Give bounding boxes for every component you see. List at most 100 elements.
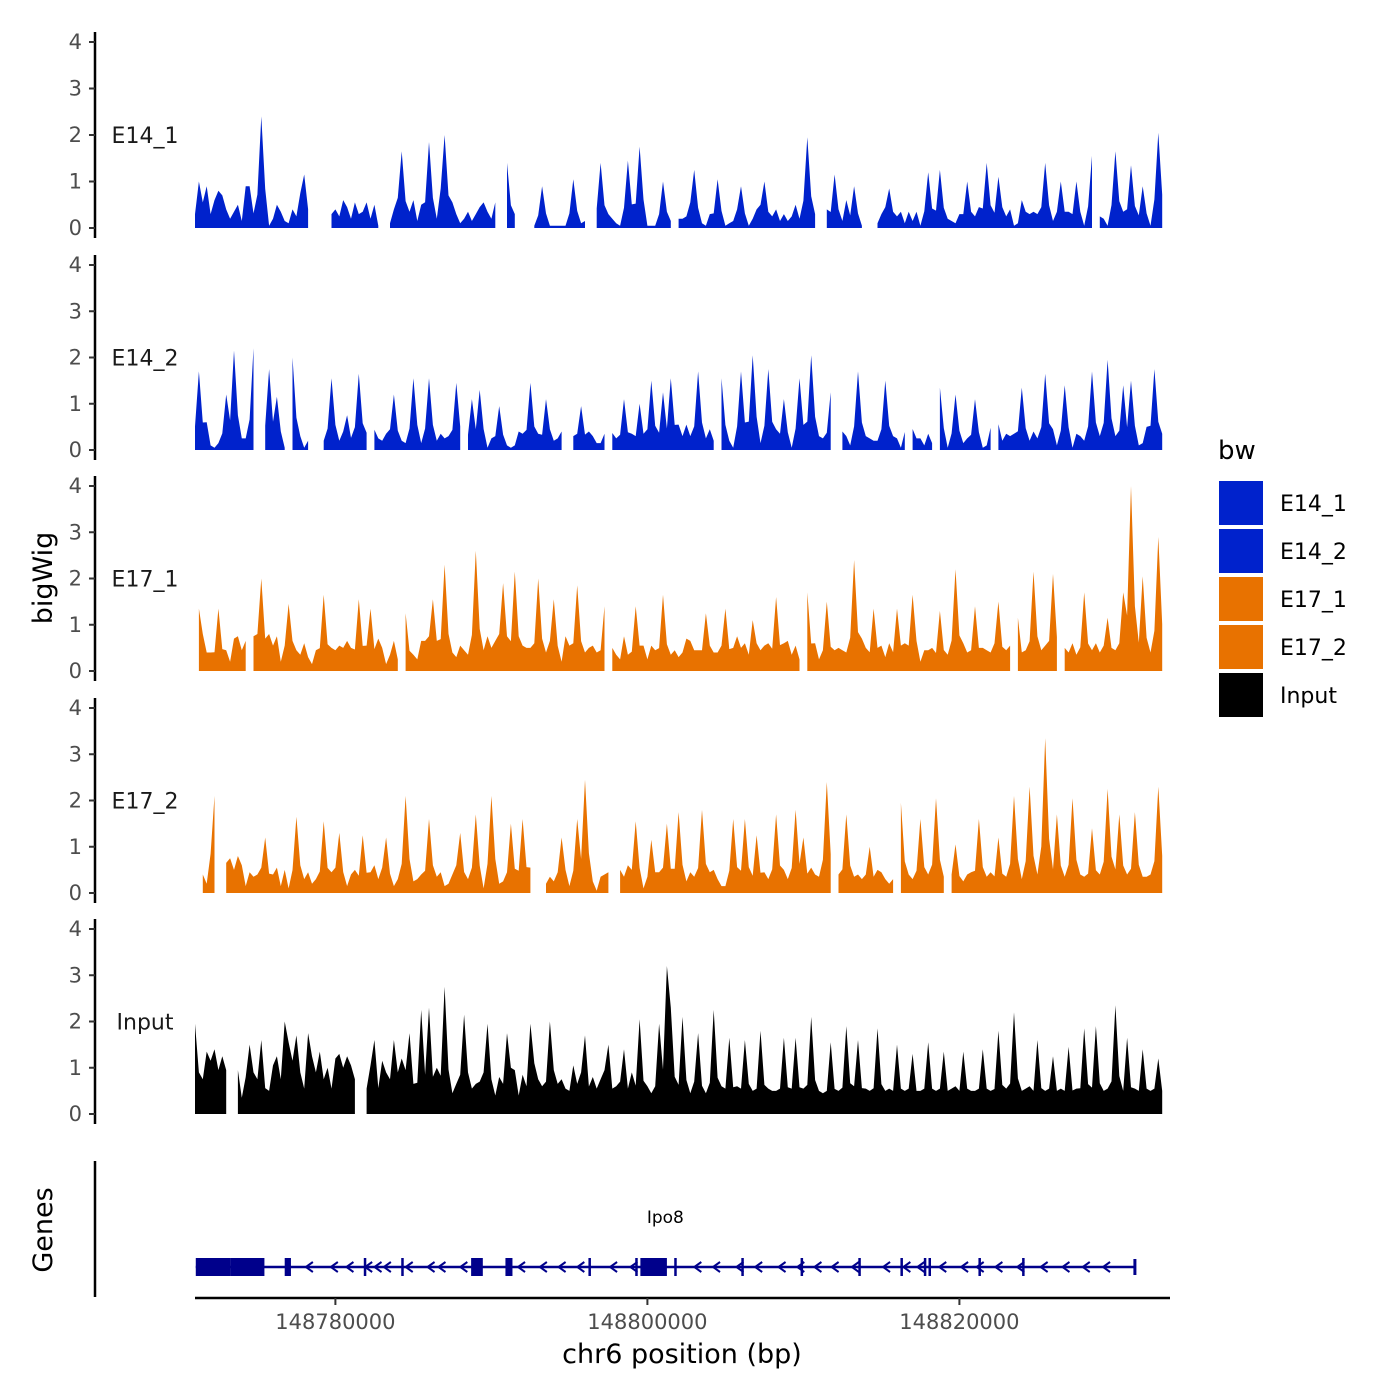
coverage-area xyxy=(507,162,515,228)
track-label: E14_1 xyxy=(112,124,179,149)
coverage-area xyxy=(826,174,862,228)
strand-arrow-icon xyxy=(628,1261,638,1273)
coverage-area xyxy=(721,355,831,450)
legend-swatch xyxy=(1219,577,1263,621)
coverage-area xyxy=(468,382,562,450)
coverage-area xyxy=(331,200,379,228)
gene-name: Ipo8 xyxy=(647,1208,684,1228)
x-tick-label: 148780000 xyxy=(275,1310,395,1334)
strand-arrow-icon xyxy=(363,1261,373,1273)
coverage-area xyxy=(573,406,605,450)
y-tick-label: 0 xyxy=(69,1102,82,1126)
legend: bw E14_1 E14_2 E17_1 E17_2 Input xyxy=(1218,436,1347,717)
y-tick-label: 1 xyxy=(69,1056,82,1080)
strand-arrow-icon xyxy=(850,1261,860,1273)
y-tick-label: 2 xyxy=(69,1010,82,1034)
strand-arrow-icon xyxy=(458,1261,468,1273)
y-tick-label: 0 xyxy=(69,659,82,683)
coverage-area xyxy=(195,348,254,450)
strand-arrow-icon xyxy=(382,1261,392,1273)
y-tick-label: 0 xyxy=(69,881,82,905)
track-e17-2: 0 1 2 3 4 E17_2 xyxy=(69,696,1163,905)
strand-arrow-icon xyxy=(329,1261,339,1273)
legend-title: bw xyxy=(1218,436,1256,466)
strand-arrow-icon xyxy=(1081,1261,1091,1273)
legend-swatch xyxy=(1219,481,1263,525)
gene-exon xyxy=(230,1258,265,1276)
y-tick-label: 1 xyxy=(69,835,82,859)
coverage-area xyxy=(366,966,1163,1114)
y-tick-label: 3 xyxy=(69,77,82,101)
track-label: E17_1 xyxy=(112,568,179,593)
y-tick-label: 3 xyxy=(69,742,82,766)
track-input: 0 1 2 3 4 Input xyxy=(69,917,1163,1126)
track-label: E14_2 xyxy=(112,347,179,372)
y-tick-label: 4 xyxy=(69,917,82,941)
legend-label: E14_1 xyxy=(1280,492,1347,517)
strand-arrow-icon xyxy=(795,1261,805,1273)
strand-arrow-icon xyxy=(425,1261,436,1273)
strand-arrow-icon xyxy=(711,1261,721,1273)
coverage-area xyxy=(620,782,831,893)
coverage-area xyxy=(951,738,1163,893)
strand-arrow-icon xyxy=(1060,1261,1071,1273)
y-tick-label: 1 xyxy=(69,170,82,194)
coverage-area xyxy=(253,578,398,671)
strand-arrow-icon xyxy=(344,1261,355,1273)
y-tick-label: 4 xyxy=(69,30,82,54)
y-tick-label: 3 xyxy=(69,963,82,987)
strand-arrow-icon xyxy=(959,1261,969,1273)
coverage-area xyxy=(807,560,1011,671)
coverage-area xyxy=(265,369,285,450)
track-label: E17_2 xyxy=(112,790,179,815)
y-tick-label: 0 xyxy=(69,216,82,240)
y-tick-label: 0 xyxy=(69,438,82,462)
strand-arrow-icon xyxy=(516,1261,526,1273)
coverage-area xyxy=(292,357,309,450)
coverage-area xyxy=(546,779,609,893)
y-tick-label: 2 xyxy=(69,123,82,147)
coverage-area xyxy=(202,795,215,893)
coverage-area xyxy=(612,371,714,450)
x-tick-label: 148800000 xyxy=(587,1310,707,1334)
strand-arrow-icon xyxy=(1101,1261,1111,1273)
genes-axis-title: Genes xyxy=(28,1187,59,1272)
legend-label: Input xyxy=(1280,684,1337,709)
coverage-area xyxy=(374,378,461,450)
strand-arrow-icon xyxy=(608,1261,618,1273)
y-tick-label: 4 xyxy=(69,253,82,277)
legend-swatch xyxy=(1219,625,1263,669)
coverage-area xyxy=(195,1023,227,1114)
strand-arrow-icon xyxy=(974,1261,985,1273)
coverage-area xyxy=(939,387,991,450)
legend-label: E17_2 xyxy=(1280,636,1347,661)
coverage-area xyxy=(912,429,933,450)
gene-exon xyxy=(640,1258,667,1276)
y-tick-label: 2 xyxy=(69,346,82,370)
strand-arrow-icon xyxy=(575,1261,585,1273)
y-tick-label: 1 xyxy=(69,613,82,637)
legend-label: E17_1 xyxy=(1280,588,1347,613)
track-e17-1: 0 1 2 3 4 E17_1 xyxy=(69,474,1163,683)
coverage-area xyxy=(1099,132,1163,228)
strand-arrow-icon xyxy=(881,1261,891,1273)
legend-swatch xyxy=(1219,673,1263,717)
y-tick-label: 2 xyxy=(69,789,82,813)
y-tick-label: 3 xyxy=(69,520,82,544)
gene-exon xyxy=(195,1258,231,1276)
track-label: Input xyxy=(117,1011,174,1036)
coverage-area xyxy=(198,608,246,671)
strand-arrow-icon xyxy=(937,1261,947,1273)
coverage-area xyxy=(842,371,905,450)
gene-exon xyxy=(471,1258,483,1276)
y-tick-label: 1 xyxy=(69,392,82,416)
gene-exon xyxy=(284,1258,291,1276)
strand-arrow-icon xyxy=(993,1261,1003,1273)
x-tick-label: 148820000 xyxy=(899,1310,1019,1334)
legend-label: E14_2 xyxy=(1280,540,1347,565)
y-tick-label: 3 xyxy=(69,299,82,323)
coverage-area xyxy=(405,550,605,671)
coverage-area xyxy=(226,795,531,893)
strand-arrow-icon xyxy=(403,1261,414,1273)
